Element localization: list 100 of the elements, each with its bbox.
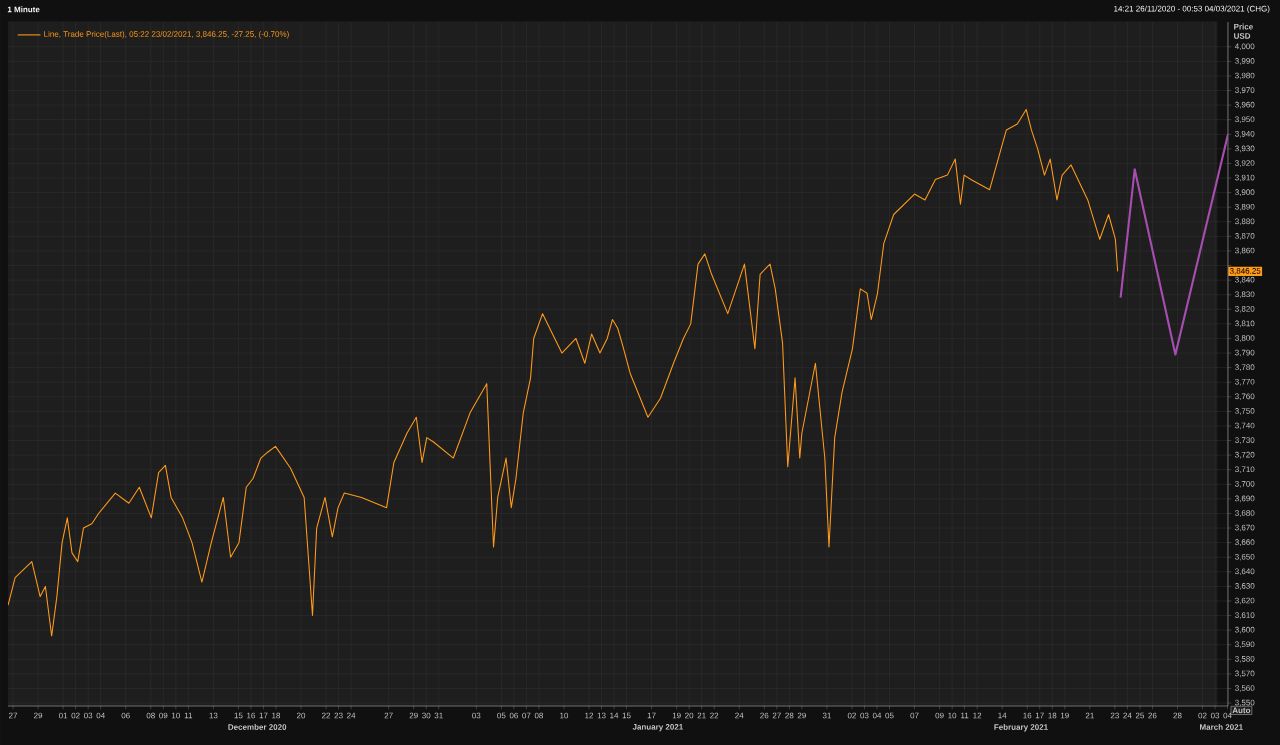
text: February 2021 [994,724,1048,732]
x-tick-label: 10 [948,712,957,719]
x-tick-label: 20 [296,712,306,719]
y-tick-label: 3,710 [1235,466,1255,474]
x-tick-label: 02 [847,712,856,719]
legend-label: Line, Trade Price(Last), 05:22 23/02/2021, 3,846.25, -27.25, (-0.70%) [44,31,289,39]
y-tick-label: 3,960 [1235,101,1255,109]
chart-title: 1 Minute [7,6,40,13]
x-tick-label: 23 [334,712,343,719]
y-tick-label: 3,670 [1235,524,1255,532]
x-tick-label: 02 [71,712,80,719]
x-tick-label: 24 [1123,712,1132,719]
x-tick-label: 07 [910,712,919,719]
y-tick-label: 3,750 [1235,408,1255,415]
y-tick-label: 3,580 [1235,656,1255,663]
x-tick-label: 16 [247,712,256,719]
text: March 2021 [1200,724,1243,730]
x-tick-label: 28 [785,712,794,719]
x-tick-label: 04 [1223,712,1232,719]
y-tick-label: 3,940 [1235,130,1255,138]
y-tick-label: 3,680 [1235,510,1255,517]
y-tick-label: 3,730 [1235,437,1255,444]
y-tick-label: 3,970 [1235,87,1255,94]
chart-subtitle: 14:21 26/11/2020 - 00:53 04/03/2021 (CHG) [1114,5,1270,14]
x-tick-label: 01 [58,712,68,719]
x-tick-label: 30 [422,712,431,719]
x-tick-label: 19 [1060,712,1069,719]
x-tick-label: 11 [184,712,193,719]
x-tick-label: 08 [534,712,544,719]
y-tick-label: 3,720 [1235,451,1255,459]
y-tick-label: 3,690 [1235,495,1255,503]
y-tick-label: 3,600 [1235,626,1255,634]
line-series [1119,133,1229,356]
x-tick-label: 28 [1173,712,1182,719]
y-tick-label: 3,930 [1235,145,1255,153]
x-tick-label: 26 [760,712,769,719]
y-tick-label: 3,950 [1235,116,1255,124]
y-tick-label: 3,740 [1235,422,1255,430]
y-tick-label: 3,590 [1235,641,1255,649]
x-tick-label: 03 [84,712,93,719]
x-tick-label: 13 [209,712,218,719]
x-tick-label: 23 [1110,712,1119,719]
x-tick-label: 19 [672,712,681,719]
x-tick-label: 14 [610,712,619,719]
x-tick-label: 17 [1035,712,1044,719]
x-tick-label: 29 [797,712,806,719]
x-tick-label: 07 [522,712,531,719]
y-tick-label: 3,890 [1235,203,1255,211]
y-axis-title: Price USD [1234,23,1253,39]
y-tick-label: 3,910 [1235,174,1255,182]
x-tick-label: 27 [772,712,781,719]
y-tick-label: 3,900 [1235,189,1255,196]
x-tick-label: 05 [885,712,894,719]
x-tick-label: 22 [322,712,331,719]
x-tick-label: 06 [121,712,130,719]
x-tick-label: 16 [1023,712,1032,719]
y-tick-label: 3,700 [1235,481,1255,488]
y-tick-label: 3,610 [1235,612,1255,619]
text: 3,846.25 [1229,268,1261,275]
x-tick-label: 10 [171,712,180,719]
y-tick-label: 3,770 [1235,378,1255,386]
x-tick-label: 21 [697,712,706,719]
x-tick-label: 29 [34,712,43,719]
x-tick-label: 14 [998,712,1007,719]
y-tick-label: 3,870 [1235,233,1255,240]
x-tick-label: 18 [1048,712,1057,719]
x-tick-label: 27 [384,712,393,719]
x-tick-label: 25 [1135,712,1145,719]
x-tick-label: 18 [272,712,281,719]
y-tick-label: 3,990 [1235,58,1255,65]
x-tick-label: 06 [509,712,518,719]
y-tick-label: 3,860 [1235,247,1255,255]
y-tick-label: 3,820 [1235,305,1255,313]
line-series [8,108,1119,637]
x-tick-label: 26 [1148,712,1157,719]
x-tick-label: 15 [234,712,243,719]
y-tick-label: 4,000 [1234,43,1255,51]
y-tick-label: 3,560 [1235,685,1255,692]
y-tick-label: 3,790 [1235,349,1255,357]
y-tick-label: 3,760 [1235,393,1255,401]
x-tick-label: 24 [347,712,356,719]
y-tick-label: 3,630 [1235,583,1255,590]
x-tick-label: 31 [822,712,831,719]
x-tick-label: 12 [973,712,982,719]
x-tick-label: 20 [685,712,694,719]
x-tick-label: 03 [860,712,869,719]
x-tick-label: 27 [8,712,18,719]
y-tick-label: 3,570 [1235,670,1255,678]
y-tick-label: 3,800 [1235,335,1255,342]
x-tick-label: 24 [735,712,744,719]
x-tick-label: 21 [1085,712,1094,719]
x-tick-label: 31 [434,712,443,719]
y-tick-label: 3,550 [1235,699,1255,707]
y-tick-label: 3,780 [1235,364,1255,371]
x-tick-label: 02 [1198,712,1207,719]
x-tick-label: 29 [409,712,418,719]
y-tick-label: 3,810 [1235,320,1255,328]
x-tick-label: 04 [872,712,882,719]
x-tick-label: 12 [585,712,594,719]
x-tick-label: 04 [96,712,105,719]
